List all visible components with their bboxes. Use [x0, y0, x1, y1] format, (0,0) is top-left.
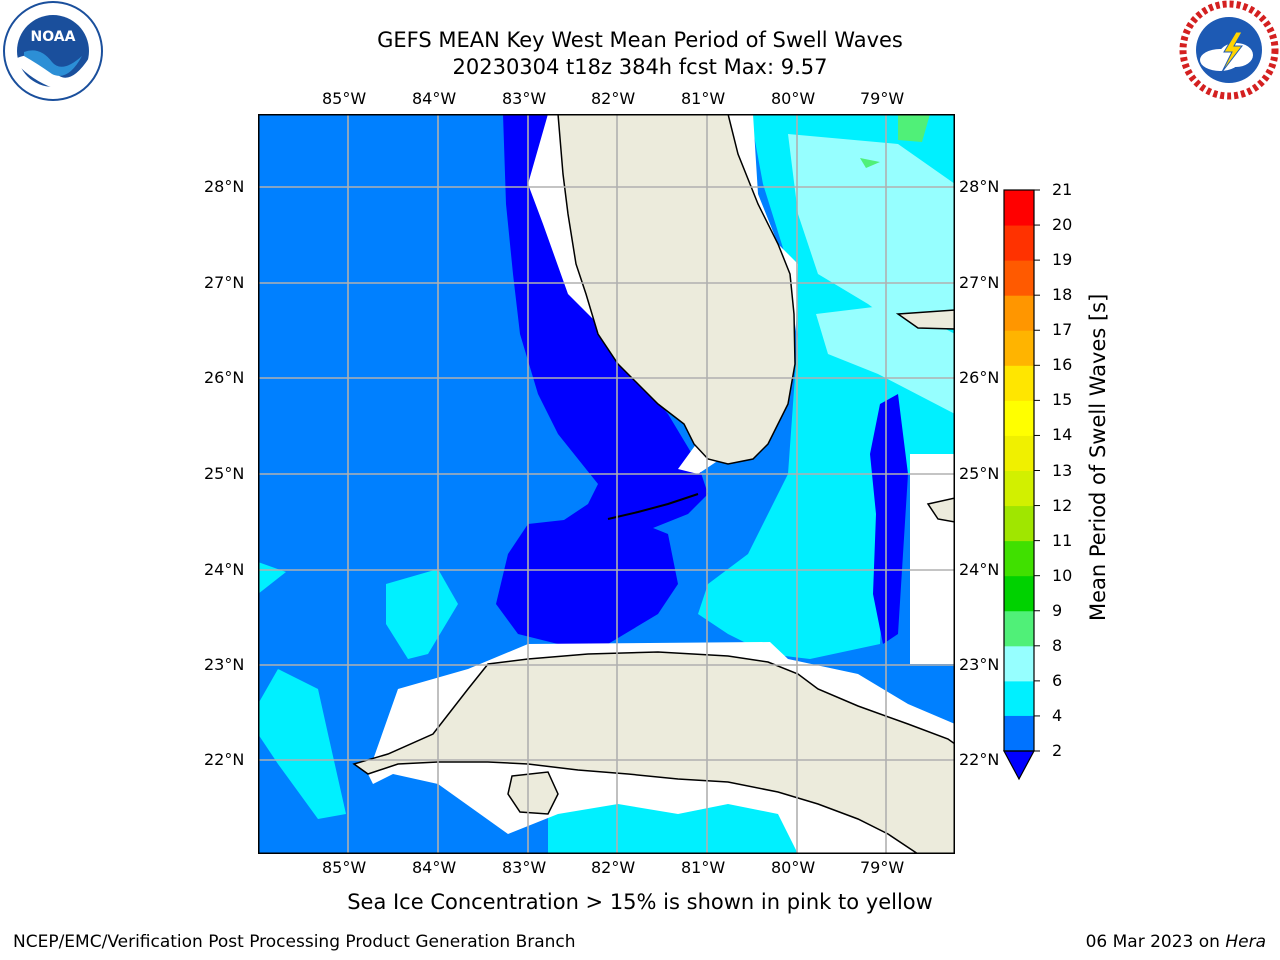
- noaa-logo-text: NOAA: [31, 29, 76, 45]
- lon-label-top-81w: 81°W: [681, 89, 726, 108]
- colorbar-tick-labels: 2 4 6 8 9 10 11 12 13 14 15 16 17 18 19 20 21: [1052, 0, 1092, 960]
- lon-label-bottom-82w: 82°W: [591, 858, 636, 877]
- lon-label-top-80w: 80°W: [771, 89, 816, 108]
- footer-date-text: 06 Mar 2023 on: [1085, 932, 1226, 952]
- colorbar-segment: [1004, 540, 1034, 577]
- colorbar-label: Mean Period of Swell Waves [s]: [1086, 293, 1110, 621]
- colorbar-segment: [1004, 190, 1034, 226]
- colorbar-segment: [1004, 680, 1034, 717]
- map-frame: [258, 114, 955, 854]
- map-gridlines: [258, 114, 955, 854]
- lat-label-right-24n: 24°N: [959, 560, 1000, 579]
- land-isle-of-youth: [507, 771, 559, 815]
- sea-ice-note: Sea Ice Concentration > 15% is shown in …: [347, 890, 933, 914]
- colorbar-segment: [1004, 435, 1034, 471]
- swell-zone-peak-2: [860, 158, 880, 168]
- mask-bahamas: [910, 454, 955, 664]
- colorbar-segment: [1004, 610, 1034, 647]
- colorbar-tick-label: 6: [1052, 670, 1063, 690]
- colorbar-segment: [1004, 575, 1034, 612]
- lon-label-bottom-83w: 83°W: [502, 858, 547, 877]
- colorbar-tick-label: 16: [1052, 355, 1073, 375]
- colorbar-segment: [1004, 645, 1034, 682]
- colorbar-tick-label: 4: [1052, 705, 1063, 725]
- swell-zone-atlantic-high: [788, 134, 955, 334]
- lat-label-right-28n: 28°N: [959, 177, 1000, 196]
- lat-label-left-22n: 22°N: [204, 750, 245, 769]
- florida-keys: [607, 493, 699, 520]
- colorbar-tick-label: 12: [1052, 495, 1073, 515]
- colorbar-under-triangle: [1002, 750, 1036, 781]
- lat-label-left-28n: 28°N: [204, 177, 245, 196]
- colorbar-segment: [1004, 330, 1034, 366]
- lon-label-bottom-79w: 79°W: [860, 858, 905, 877]
- map-panel: [258, 113, 956, 855]
- lon-label-top-79w: 79°W: [860, 89, 905, 108]
- lon-label-bottom-85w: 85°W: [322, 858, 367, 877]
- lon-label-bottom-84w: 84°W: [412, 858, 457, 877]
- chart-title-line-1: GEFS MEAN Key West Mean Period of Swell …: [377, 28, 903, 52]
- colorbar-tick-label: 20: [1052, 215, 1073, 235]
- colorbar-svg: [1002, 189, 1040, 781]
- colorbar: [1000, 186, 1040, 786]
- colorbar-segment: [1004, 225, 1034, 261]
- lon-label-top-84w: 84°W: [412, 89, 457, 108]
- lat-label-right-27n: 27°N: [959, 273, 1000, 292]
- colorbar-segment: [1004, 295, 1034, 331]
- lon-label-top-82w: 82°W: [591, 89, 636, 108]
- colorbar-tick-label: 10: [1052, 565, 1073, 585]
- lat-label-left-27n: 27°N: [204, 273, 245, 292]
- colorbar-tick-label: 18: [1052, 285, 1073, 305]
- colorbar-tick-label: 2: [1052, 741, 1063, 760]
- colorbar-tick-label: 13: [1052, 460, 1073, 480]
- lat-label-left-26n: 26°N: [204, 368, 245, 387]
- footer-date: 06 Mar 2023 on Hera: [1086, 932, 1266, 952]
- lon-label-bottom-81w: 81°W: [681, 858, 726, 877]
- lat-label-right-26n: 26°N: [959, 368, 1000, 387]
- colorbar-tick-label: 15: [1052, 390, 1073, 410]
- footer-branch: NCEP/EMC/Verification Post Processing Pr…: [13, 932, 576, 952]
- colorbar-segment: [1004, 400, 1034, 436]
- lon-label-top-83w: 83°W: [502, 89, 547, 108]
- colorbar-segment: [1004, 470, 1034, 507]
- colorbar-tick-label: 19: [1052, 250, 1073, 270]
- low-period-strait-zone: [496, 514, 678, 644]
- footer-host: Hera: [1225, 932, 1266, 952]
- lon-label-bottom-80w: 80°W: [771, 858, 816, 877]
- colorbar-tick-label: 9: [1052, 600, 1063, 620]
- lat-label-left-24n: 24°N: [204, 560, 245, 579]
- colorbar-tick-label: 8: [1052, 635, 1063, 655]
- lat-label-left-25n: 25°N: [204, 464, 245, 483]
- chart-title-line-2: 20230304 t18z 384h fcst Max: 9.57: [452, 55, 828, 79]
- swell-zone-gulf-1: [386, 569, 458, 659]
- colorbar-tick-label: 17: [1052, 320, 1073, 340]
- swell-zone-gulf-3: [258, 669, 346, 819]
- lon-label-top-85w: 85°W: [322, 89, 367, 108]
- colorbar-segment: [1004, 260, 1034, 296]
- lat-label-right-25n: 25°N: [959, 464, 1000, 483]
- noaa-logo: NOAA: [2, 0, 104, 102]
- lat-label-left-23n: 23°N: [204, 655, 245, 674]
- colorbar-segment-lowest: [1004, 715, 1034, 751]
- colorbar-segment: [1004, 505, 1034, 542]
- nws-logo: [1178, 0, 1280, 102]
- colorbar-tick-label: 21: [1052, 180, 1073, 199]
- swell-zone-peak: [898, 114, 930, 142]
- bahamas-low-period-band: [870, 394, 908, 644]
- lat-label-right-23n: 23°N: [959, 655, 1000, 674]
- colorbar-tick-label: 14: [1052, 425, 1073, 445]
- lat-label-right-22n: 22°N: [959, 750, 1000, 769]
- colorbar-segment: [1004, 365, 1034, 401]
- colorbar-tick-label: 11: [1052, 530, 1073, 550]
- map-svg: [258, 113, 956, 855]
